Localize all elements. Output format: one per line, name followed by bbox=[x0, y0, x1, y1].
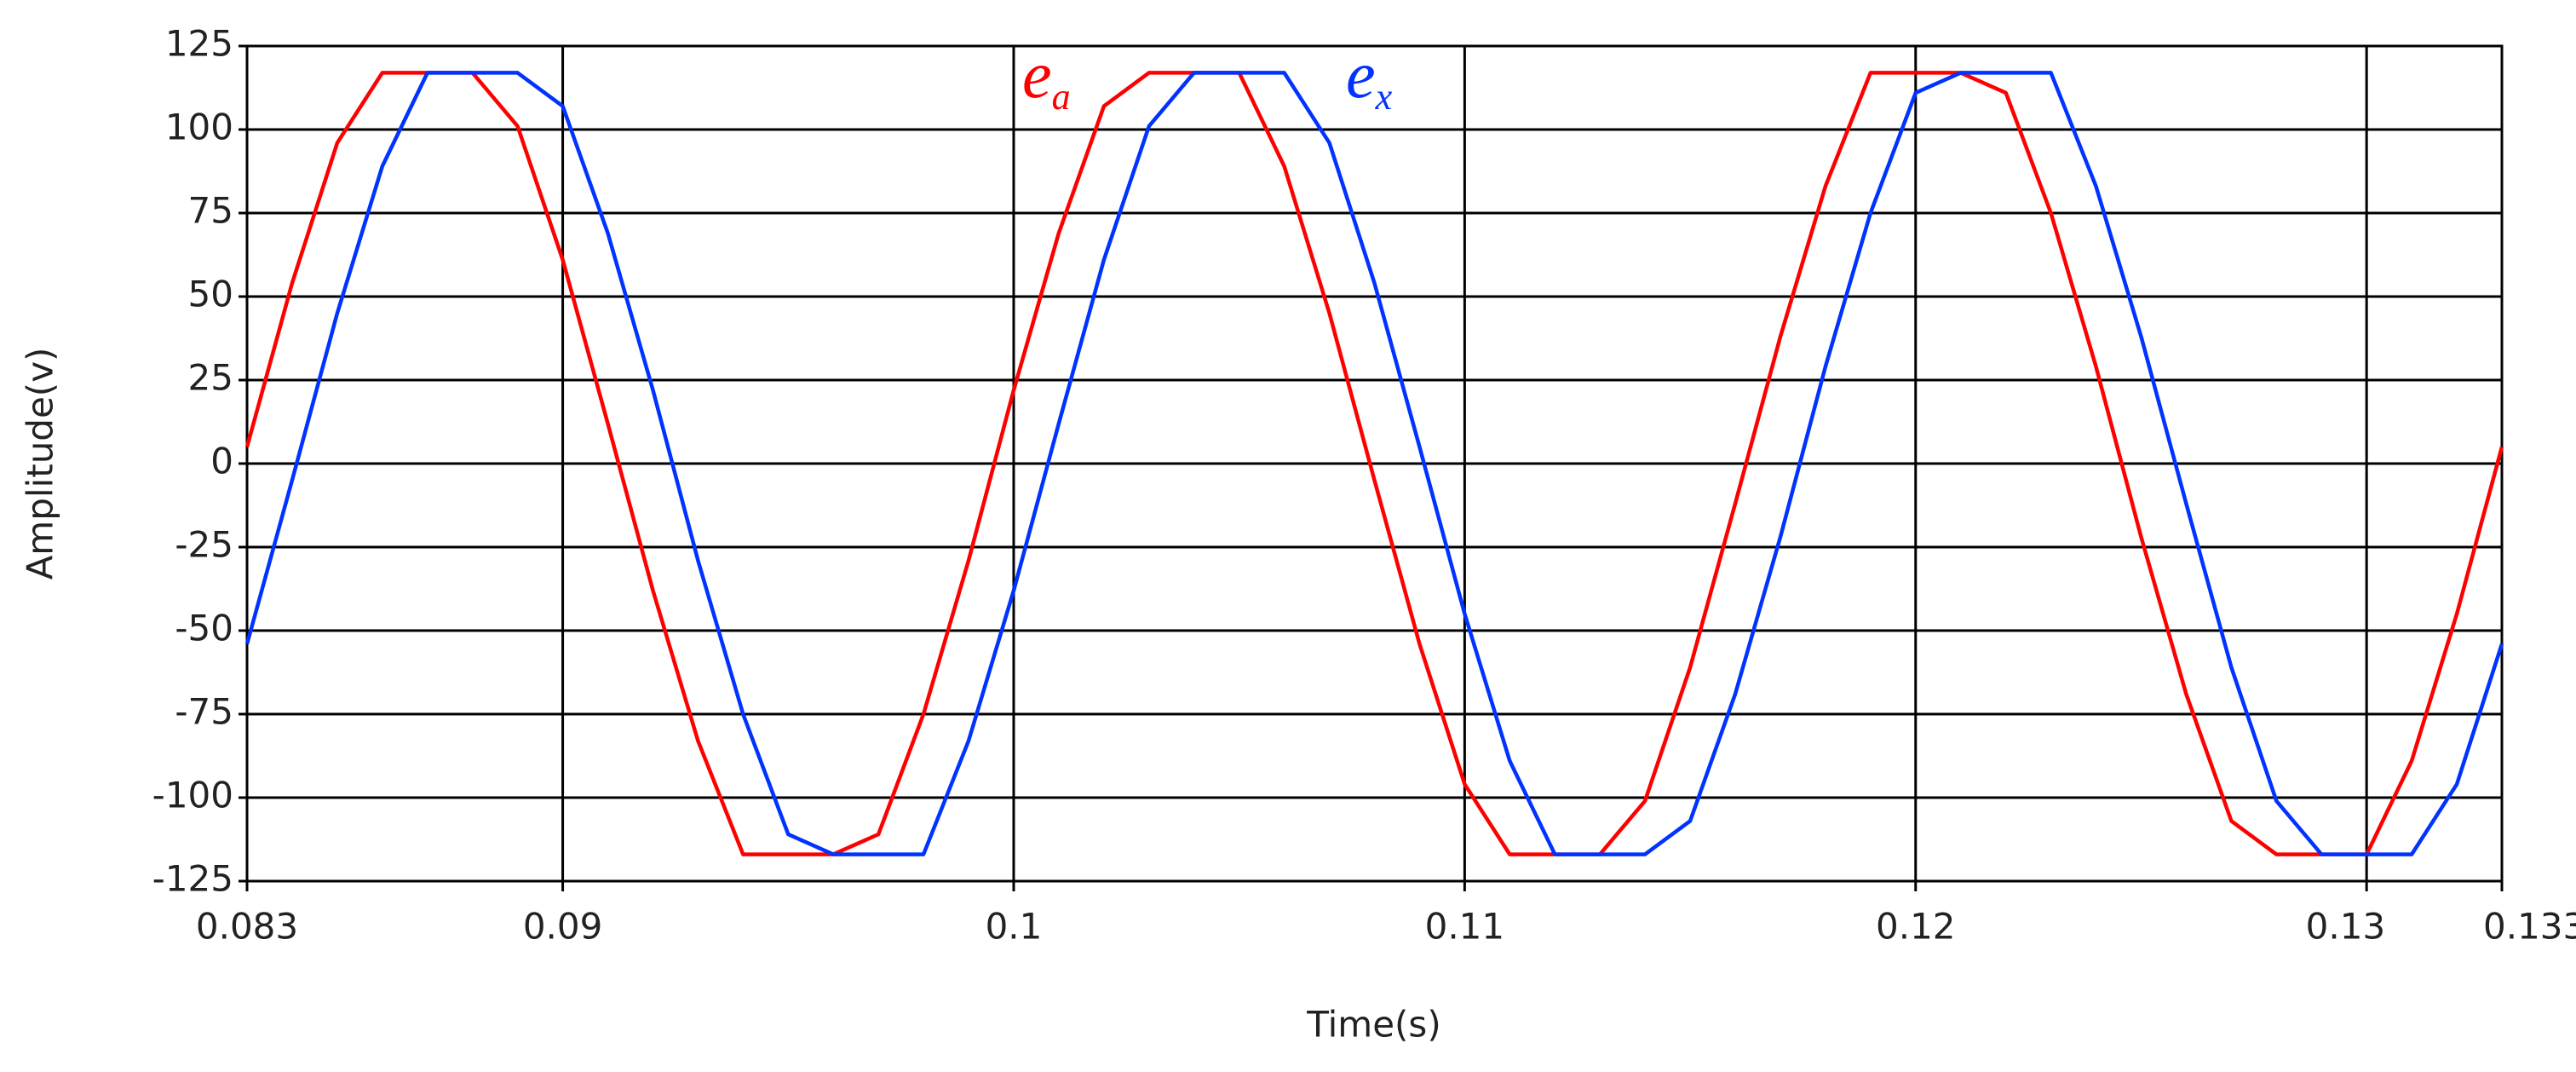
x-tick-label: 0.11 bbox=[1425, 906, 1505, 948]
y-tick-label: -50 bbox=[175, 608, 233, 649]
legend-main: e bbox=[1022, 37, 1052, 112]
x-axis-label: Time(s) bbox=[1306, 1004, 1440, 1046]
series-line bbox=[244, 71, 2504, 856]
x-tick-label: 0.13 bbox=[2306, 906, 2386, 948]
y-tick-label: -125 bbox=[152, 858, 233, 900]
y-tick-label: 25 bbox=[188, 357, 233, 399]
legend-sub: a bbox=[1052, 76, 1071, 118]
y-tick-label: -100 bbox=[152, 775, 233, 816]
y-tick-label: 0 bbox=[210, 441, 233, 482]
x-tick-label: 0.12 bbox=[1876, 906, 1956, 948]
y-tick-label: 125 bbox=[165, 23, 233, 65]
y-tick-label: -25 bbox=[175, 524, 233, 566]
x-tick-label: 0.1 bbox=[986, 906, 1043, 948]
legend-label: ex bbox=[1346, 37, 1393, 118]
y-tick-label: 50 bbox=[188, 274, 233, 315]
x-tick-label: 0.083 bbox=[196, 906, 298, 948]
legend-sub: x bbox=[1375, 76, 1393, 118]
series-line bbox=[244, 71, 2504, 856]
x-tick-label: 0.09 bbox=[523, 906, 603, 948]
x-tick-label: 0.133 bbox=[2483, 906, 2576, 948]
legend-label: ea bbox=[1022, 37, 1071, 118]
y-tick-label: -75 bbox=[175, 691, 233, 733]
y-axis-label: Amplitude(v) bbox=[20, 348, 61, 580]
y-tick-label: 75 bbox=[188, 190, 233, 232]
legend-main: e bbox=[1346, 37, 1376, 112]
y-tick-label: 100 bbox=[165, 107, 233, 148]
